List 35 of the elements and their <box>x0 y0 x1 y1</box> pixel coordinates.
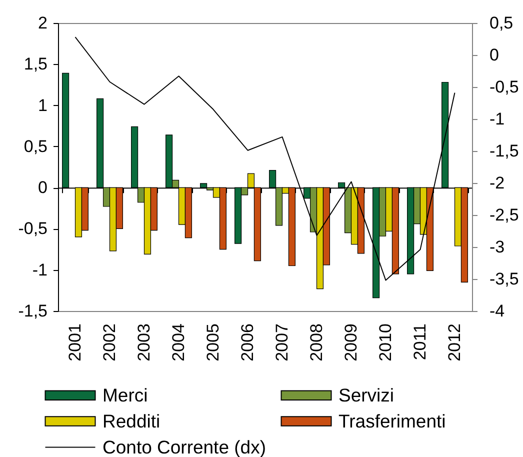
x-tick-label: 2009 <box>341 324 360 362</box>
x-tick-label: 2010 <box>376 324 395 362</box>
x-tick-label: 2006 <box>238 324 257 362</box>
x-tick-label: 2011 <box>410 324 430 360</box>
y-tick-label: 2 <box>38 14 48 32</box>
legend-label: Trasferimenti <box>338 410 446 432</box>
y-tick-label: -1,5 <box>18 302 48 320</box>
y2-tick-label: -2,5 <box>490 206 519 224</box>
x-tick-label: 2001 <box>65 324 84 362</box>
legend-label: Servizi <box>338 384 394 406</box>
x-tick-label: 2012 <box>444 324 464 362</box>
y-tick-label: 1,5 <box>24 54 48 74</box>
y2-tick-label: -3 <box>490 238 505 256</box>
y2-tick-label: -0,5 <box>490 78 519 96</box>
y-tick-label: -0,5 <box>18 219 48 238</box>
x-tick-label: 2002 <box>100 324 119 362</box>
y-tick-label: 0,5 <box>24 136 48 156</box>
legend-label: Redditi <box>102 410 160 432</box>
x-tick-label: 2007 <box>272 324 292 362</box>
x-tick-label: 2005 <box>203 324 222 362</box>
legend-label: Conto Corrente (dx) <box>102 436 266 457</box>
y2-tick-label: -4 <box>490 302 505 320</box>
y2-tick-label: -1 <box>490 110 505 128</box>
y2-tick-label: -2 <box>490 174 505 192</box>
y2-tick-label: -1,5 <box>490 142 519 160</box>
legend-label: Merci <box>102 384 148 406</box>
y2-tick-label: 0,5 <box>490 14 514 32</box>
y2-tick-label: -3,5 <box>490 270 519 288</box>
y-tick-label: 0 <box>38 178 48 198</box>
x-tick-label: 2004 <box>168 324 188 362</box>
y-tick-label: -1 <box>32 260 48 280</box>
x-tick-label: 2008 <box>306 324 326 362</box>
y-tick-label: 1 <box>38 96 48 115</box>
y2-tick-label: 0 <box>490 46 499 64</box>
x-tick-label: 2003 <box>134 324 154 362</box>
